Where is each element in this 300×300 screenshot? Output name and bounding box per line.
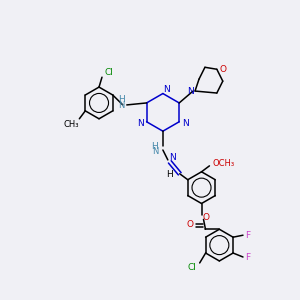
Text: N: N [164,85,170,94]
Text: N: N [118,101,125,110]
Text: O: O [186,220,193,229]
Text: N: N [182,119,188,128]
Text: F: F [245,231,250,240]
Text: F: F [245,253,250,262]
Text: O: O [219,65,226,74]
Text: Cl: Cl [105,68,114,77]
Text: H: H [167,170,173,179]
Text: CH₃: CH₃ [64,120,79,129]
Text: O: O [203,213,210,222]
Text: N: N [137,119,144,128]
Text: H: H [118,95,125,104]
Text: N: N [169,153,176,162]
Text: N: N [152,148,158,157]
Text: Cl: Cl [187,263,196,272]
Text: N: N [187,87,194,96]
Text: OCH₃: OCH₃ [212,159,234,168]
Text: H: H [152,142,158,151]
